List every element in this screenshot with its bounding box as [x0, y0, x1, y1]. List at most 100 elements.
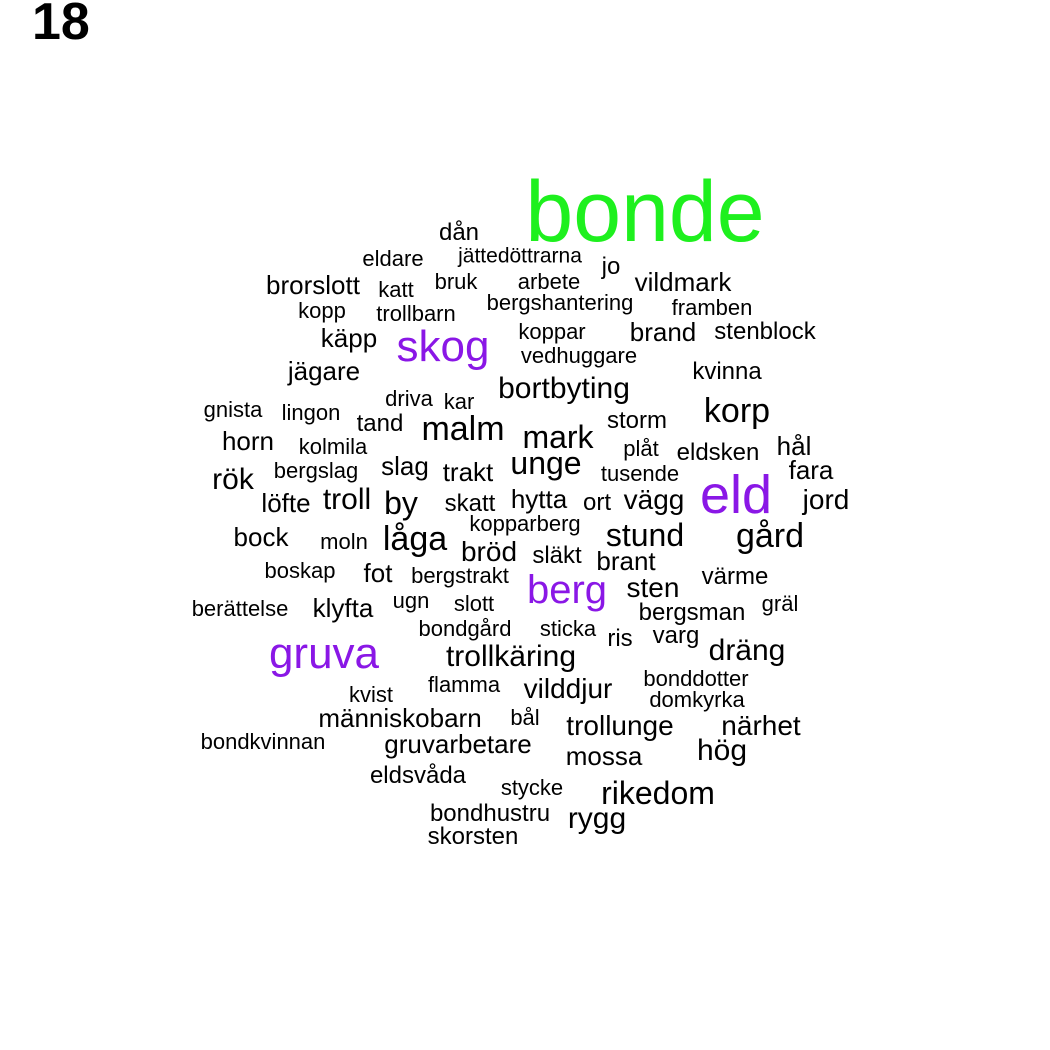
word-skatt: skatt [444, 490, 496, 517]
word-sticka: sticka [539, 616, 597, 641]
word-dan: dån [438, 219, 480, 246]
word-bock: bock [233, 522, 289, 552]
word-varme: värme [701, 563, 769, 590]
word-bondhustru: bondhustru [429, 800, 551, 827]
word-rikedom: rikedom [601, 775, 715, 811]
word-katt: katt [378, 277, 414, 302]
word-slakt: släkt [532, 542, 582, 569]
word-tand: tand [356, 410, 404, 437]
word-kopparberg: kopparberg [469, 511, 581, 536]
word-varg: varg [652, 622, 700, 649]
word-gnista: gnista [203, 397, 263, 422]
word-bonddotter: bonddotter [643, 666, 749, 691]
word-ugn: ugn [392, 588, 430, 613]
word-trollunge: trollunge [566, 710, 674, 741]
word-jord: jord [802, 484, 850, 515]
word-tusende: tusende [600, 461, 680, 486]
word-bal: bål [510, 705, 540, 730]
word-fara: fara [788, 455, 834, 485]
word-unge: unge [510, 445, 582, 481]
word-vagg: vägg [623, 484, 685, 515]
word-vildmark: vildmark [634, 267, 732, 297]
word-bergshantering: bergshantering [486, 290, 634, 315]
word-trollkaring: trollkäring [445, 640, 577, 673]
word-storm: storm [607, 407, 667, 434]
word-slag: slag [381, 451, 429, 481]
word-boskap: boskap [264, 558, 336, 583]
word-mossa: mossa [565, 741, 643, 771]
word-ris: ris [607, 625, 633, 652]
word-bortbyting: bortbyting [498, 372, 630, 405]
word-gard: gård [735, 517, 805, 555]
word-jagare: jägare [287, 356, 361, 386]
word-korp: korp [703, 392, 771, 430]
word-hog: hög [696, 734, 748, 767]
word-slott: slott [453, 591, 495, 616]
word-by: by [384, 485, 418, 521]
word-brod: bröd [460, 536, 518, 567]
word-hytta: hytta [510, 484, 568, 514]
word-brorslott: brorslott [266, 270, 360, 300]
word-sten: sten [626, 572, 680, 603]
word-domkyrka: domkyrka [649, 687, 745, 712]
word-bondgard: bondgård [418, 616, 512, 641]
word-kvist: kvist [349, 682, 393, 707]
word-laga: låga [382, 520, 448, 558]
word-gruva: gruva [268, 629, 380, 678]
word-rok: rök [212, 463, 254, 496]
word-kar: kar [443, 389, 475, 414]
word-vilddjur: vilddjur [523, 673, 613, 704]
word-troll: troll [322, 483, 372, 516]
word-trollbarn: trollbarn [376, 301, 456, 326]
word-gral: gräl [761, 591, 799, 616]
word-brand: brand [629, 317, 697, 347]
panel-number: 18 [32, 0, 90, 51]
word-eldare: eldare [362, 246, 424, 271]
word-berattelse: berättelse [191, 596, 289, 621]
word-rygg: rygg [567, 802, 627, 835]
word-koppar: koppar [518, 319, 586, 344]
word-eldsken: eldsken [676, 439, 760, 466]
word-fot: fot [363, 558, 393, 588]
word-berg: berg [526, 568, 608, 612]
word-bruk: bruk [434, 269, 478, 294]
word-framben: framben [671, 295, 753, 320]
word-jo: jo [601, 253, 621, 280]
word-bergslag: bergslag [273, 458, 359, 483]
word-bergsman: bergsman [638, 599, 746, 626]
word-trakt: trakt [442, 457, 494, 487]
word-drang: dräng [708, 634, 786, 667]
word-kopp: kopp [298, 298, 346, 323]
word-kolmila: kolmila [298, 434, 368, 459]
word-lofte: löfte [261, 488, 311, 518]
word-jattedottrarna: jättedöttrarna [458, 244, 582, 268]
word-stycke: stycke [500, 775, 564, 800]
word-lingon: lingon [281, 400, 341, 425]
word-eldsvada: eldsvåda [369, 762, 467, 789]
word-malm: malm [421, 410, 505, 448]
word-skog: skog [396, 322, 490, 371]
word-bergstrakt: bergstrakt [411, 563, 509, 588]
word-gruvarbetare: gruvarbetare [384, 729, 532, 759]
word-hal: hål [776, 431, 812, 461]
word-eld: eld [699, 465, 773, 525]
word-bondkvinnan: bondkvinnan [200, 729, 326, 754]
word-ort: ort [582, 489, 612, 516]
word-mark: mark [522, 419, 594, 455]
word-narhet: närhet [721, 710, 801, 741]
word-klyfta: klyfta [312, 593, 374, 623]
word-plat: plåt [623, 436, 659, 461]
word-flamma: flamma [427, 672, 501, 697]
word-vedhuggare: vedhuggare [520, 343, 638, 368]
word-horn: horn [221, 426, 275, 456]
word-kvinna: kvinna [692, 358, 762, 385]
word-bonde: bonde [525, 164, 765, 260]
word-stenblock: stenblock [714, 318, 816, 345]
word-kapp: käpp [320, 323, 378, 353]
word-brant: brant [596, 546, 656, 576]
word-moln: moln [320, 529, 368, 554]
word-skorsten: skorsten [427, 823, 519, 850]
word-driva: driva [385, 386, 433, 411]
word-arbete: arbete [517, 269, 581, 294]
